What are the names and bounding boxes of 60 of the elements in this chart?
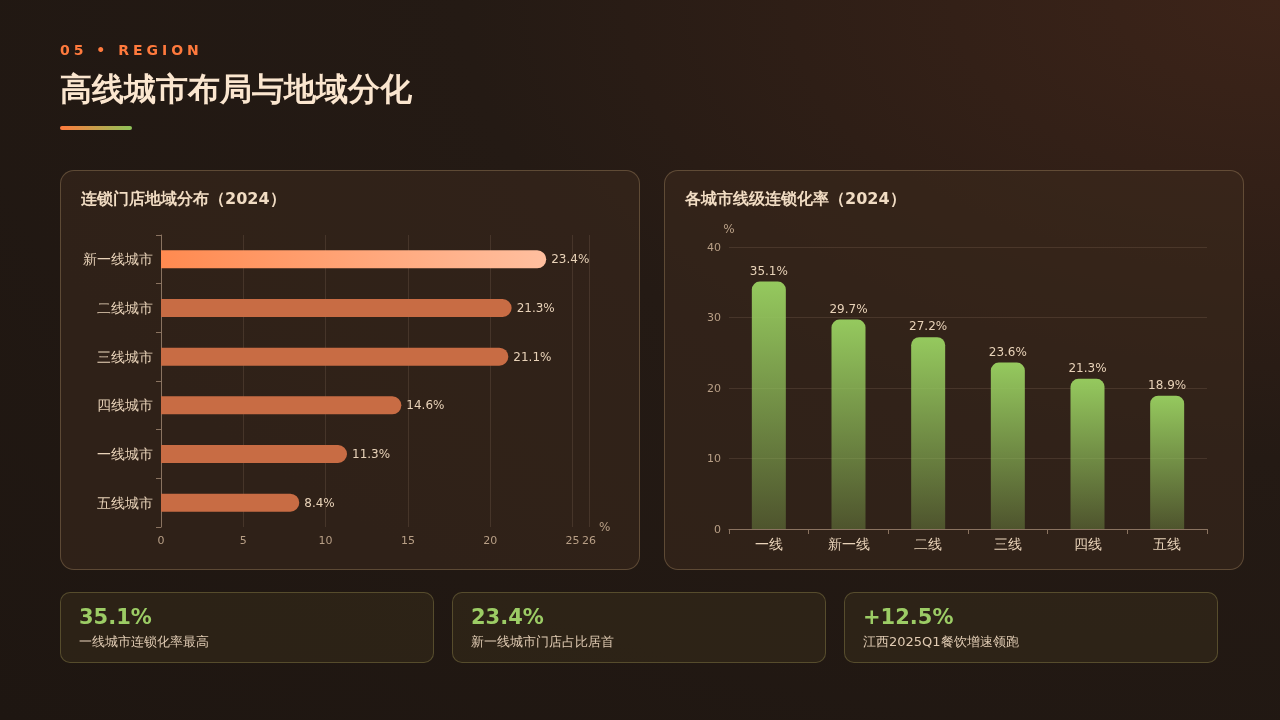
bar: [161, 250, 547, 269]
x-tick-label: 15: [400, 534, 415, 547]
bar: [1070, 378, 1105, 529]
bar: [751, 281, 786, 529]
y-tick-label: 一线城市: [97, 446, 153, 462]
bar: [161, 445, 348, 463]
text: 05 • REGION: [60, 42, 204, 58]
text: 35.1%: [79, 605, 153, 629]
y-tick-label: 20: [707, 381, 721, 395]
y-tick-label: 10: [707, 452, 721, 465]
x-tick-label: 一线: [754, 536, 783, 552]
y-tick-label: 五线城市: [97, 494, 153, 511]
y-tick-label: 新一线城市: [83, 251, 153, 268]
data-label: 18.9%: [1148, 377, 1187, 392]
x-axis-title: %: [599, 520, 611, 534]
data-label: 21.3%: [1068, 360, 1107, 375]
text: 23.4%: [471, 605, 545, 629]
y-axis-title: %: [723, 222, 735, 236]
x-tick-label: 20: [483, 534, 498, 547]
chart-title: 连锁门店地域分布（2024）: [81, 189, 286, 210]
y-tick-label: 二线城市: [97, 300, 153, 316]
text: 高线城市布局与地域分化: [60, 69, 412, 110]
x-tick-label: 10: [318, 534, 333, 547]
y-tick-label: 0: [714, 522, 721, 536]
text: +12.5%: [863, 605, 955, 629]
x-tick-label: 5: [239, 534, 247, 547]
bar: [911, 337, 946, 529]
bar: [990, 362, 1025, 529]
x-tick-label: 25: [565, 534, 580, 547]
y-tick-label: 三线城市: [97, 348, 153, 365]
y-tick-label: 30: [707, 311, 721, 324]
bar: [161, 396, 402, 415]
data-label: 8.4%: [304, 495, 335, 510]
y-tick-label: 四线城市: [97, 397, 153, 414]
x-tick-label: 五线: [1153, 536, 1182, 552]
data-label: 23.6%: [988, 344, 1027, 359]
text: 江西2025Q1餐饮增速领跑: [863, 633, 1020, 651]
x-tick-label: 四线: [1073, 536, 1102, 552]
data-label: 21.3%: [516, 301, 555, 315]
data-label: 23.4%: [551, 252, 590, 267]
y-tick-label: 40: [707, 240, 721, 254]
x-tick-label: 26: [582, 534, 596, 547]
data-label: 14.6%: [406, 398, 445, 413]
bar: [161, 299, 512, 317]
data-label: 21.1%: [513, 349, 552, 364]
data-label: 35.1%: [749, 263, 788, 278]
text: 新一线城市门店占比居首: [471, 633, 615, 651]
bar: [1150, 395, 1185, 529]
data-label: 11.3%: [352, 447, 391, 461]
bar: [161, 493, 300, 512]
chart-title: 各城市线级连锁化率（2024）: [685, 189, 906, 210]
data-label: 27.2%: [909, 319, 948, 334]
bar: [161, 347, 509, 366]
data-label: 29.7%: [829, 301, 868, 316]
text: 一线城市连锁化率最高: [79, 633, 210, 651]
x-tick-label: 0: [157, 534, 165, 547]
bar: [831, 319, 866, 529]
x-tick-label: 二线: [914, 536, 943, 552]
x-tick-label: 三线: [993, 536, 1022, 552]
x-tick-label: 新一线: [827, 536, 870, 552]
